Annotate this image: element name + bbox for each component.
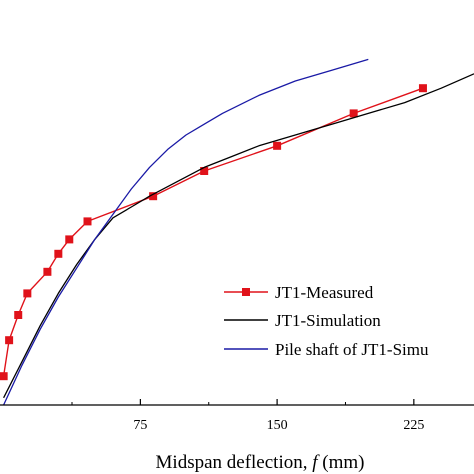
x-tick-label: 225 xyxy=(403,418,424,433)
legend-item: JT1-Simulation xyxy=(224,311,381,330)
legend-item: JT1-Measured xyxy=(224,283,374,302)
legend: JT1-Measured JT1-Simulation Pile shaft of … xyxy=(224,283,429,359)
data-point-marker xyxy=(149,192,158,201)
x-tick-label: 150 xyxy=(267,418,288,433)
series-line xyxy=(3,58,369,406)
data-point-marker xyxy=(65,235,74,244)
data-point-marker xyxy=(43,267,52,276)
data-point-marker xyxy=(14,311,23,319)
series-line xyxy=(3,73,474,399)
series-3 xyxy=(3,58,369,406)
legend-item: Pile shaft of JT1-Simu xyxy=(224,340,429,359)
x-tick-label: 75 xyxy=(133,418,147,433)
x-axis: 75 150 225 xyxy=(0,399,474,433)
x-axis-title: Midspan deflection, f (mm) xyxy=(156,452,365,473)
data-point-marker xyxy=(349,109,358,118)
data-point-marker xyxy=(200,167,209,175)
data-point-marker xyxy=(418,84,427,93)
data-point-marker xyxy=(273,141,282,150)
data-point-marker xyxy=(5,336,14,345)
legend-label: JT1-Measured xyxy=(275,283,374,302)
data-point-marker xyxy=(83,217,92,226)
legend-label: Pile shaft of JT1-Simu xyxy=(275,340,429,359)
legend-swatch-marker xyxy=(242,288,250,296)
data-point-marker xyxy=(54,249,63,258)
data-point-marker xyxy=(0,372,8,381)
series-2 xyxy=(3,73,474,399)
data-point-marker xyxy=(23,289,32,298)
plot-area xyxy=(0,58,474,406)
series-1 xyxy=(0,84,427,381)
legend-label: JT1-Simulation xyxy=(275,311,381,330)
series-line xyxy=(2,87,424,377)
